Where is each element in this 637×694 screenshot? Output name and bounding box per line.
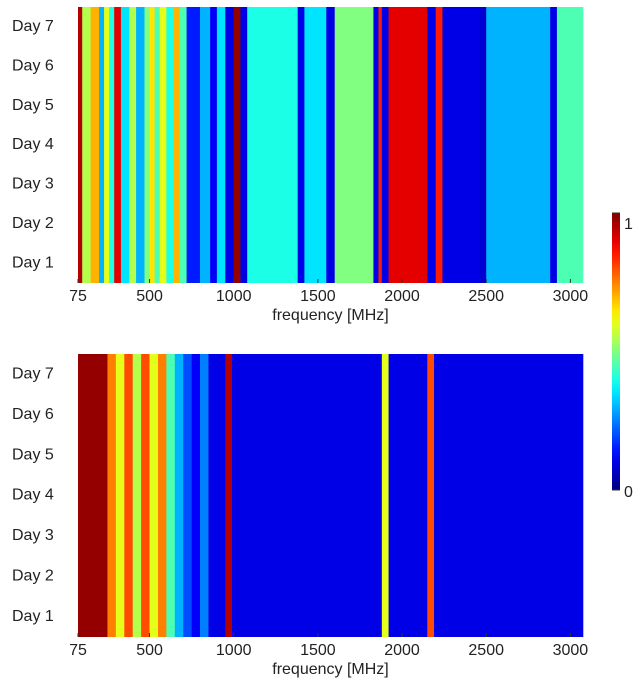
heat-cell [109, 7, 115, 283]
x-tick-label: 2000 [384, 642, 420, 659]
heat-cell [120, 7, 130, 283]
heat-cell [326, 7, 336, 283]
heat-cell [435, 7, 443, 283]
heat-cell [173, 7, 181, 283]
heat-cell [114, 7, 122, 283]
y-tick-label: Day 1 [12, 608, 54, 625]
heat-cell [304, 7, 327, 283]
y-tick-label: Day 6 [12, 57, 54, 74]
heat-cell [166, 354, 176, 637]
heat-cell [107, 354, 117, 637]
heat-cell [149, 354, 159, 637]
x-tick-label: 1500 [300, 642, 336, 659]
heat-cell [200, 7, 211, 283]
heat-cell [159, 7, 167, 283]
x-axis-label: frequency [MHz] [272, 307, 388, 324]
heat-cell [99, 7, 105, 283]
x-tick-label: 1000 [216, 642, 252, 659]
x-tick-label: 3000 [553, 288, 589, 305]
heat-cell [427, 7, 437, 283]
heat-cell [200, 354, 209, 637]
x-tick-label: 75 [69, 288, 87, 305]
y-tick-label: Day 7 [12, 18, 54, 35]
heat-cell [183, 354, 192, 637]
y-tick-label: Day 5 [12, 97, 54, 114]
heat-cell [141, 354, 150, 637]
x-tick-label: 2500 [468, 642, 504, 659]
heat-cell [334, 7, 374, 283]
heat-cell [479, 7, 487, 283]
heat-cell [388, 354, 428, 637]
y-tick-label: Day 2 [12, 215, 54, 232]
x-tick-label: 500 [136, 288, 163, 305]
heat-cell [240, 7, 248, 283]
x-tick-label: 2500 [468, 288, 504, 305]
heat-cell [247, 7, 298, 283]
heat-cell [82, 7, 91, 283]
heat-cell [157, 354, 167, 637]
y-tick-label: Day 3 [12, 527, 54, 544]
heat-cell [486, 7, 551, 283]
x-tick-label: 2000 [384, 288, 420, 305]
x-tick-label: 75 [69, 642, 87, 659]
heat-cell [233, 7, 241, 283]
heat-cell [191, 354, 201, 637]
heat-cell [297, 7, 305, 283]
heat-cell [378, 7, 383, 283]
colorbar-tick-label: 1 [624, 216, 633, 233]
heat-cell [216, 7, 226, 283]
heat-cell [381, 354, 389, 637]
heat-cell [550, 7, 558, 283]
x-tick-label: 1000 [216, 288, 252, 305]
x-tick-label: 1500 [300, 288, 336, 305]
heat-cell [132, 354, 142, 637]
y-tick-label: Day 4 [12, 136, 54, 153]
x-axis-label: frequency [MHz] [272, 661, 388, 678]
colorbar [612, 213, 620, 490]
heat-cell [154, 7, 160, 283]
y-tick-label: Day 5 [12, 446, 54, 463]
heat-cell [129, 7, 137, 283]
heat-cell [78, 354, 108, 637]
heat-cell [210, 7, 218, 283]
heat-cell [388, 7, 428, 283]
heat-cell [174, 354, 184, 637]
y-tick-label: Day 3 [12, 176, 54, 193]
heat-cell [124, 354, 134, 637]
heat-cell [225, 354, 233, 637]
y-tick-label: Day 1 [12, 255, 54, 272]
heat-cell [427, 354, 435, 637]
heat-cell [166, 7, 174, 283]
y-tick-label: Day 6 [12, 406, 54, 423]
heat-cell [144, 7, 150, 283]
heat-cell [136, 7, 145, 283]
heat-cell [186, 7, 201, 283]
heat-cell [115, 354, 125, 637]
heat-cell [225, 7, 235, 283]
heat-cell [149, 7, 155, 283]
heat-cell [434, 354, 584, 637]
y-tick-label: Day 2 [12, 568, 54, 585]
heat-cell [381, 7, 389, 283]
heat-cell [232, 354, 383, 637]
heat-cell [104, 7, 110, 283]
heat-cell [179, 7, 187, 283]
heat-cell [78, 7, 83, 283]
heat-cell [208, 354, 226, 637]
heat-cell [442, 7, 480, 283]
heat-cell [373, 7, 379, 283]
y-tick-label: Day 7 [12, 365, 54, 382]
x-tick-label: 3000 [553, 642, 589, 659]
colorbar-tick-label: 0 [624, 484, 633, 501]
heat-cell [556, 7, 584, 283]
y-tick-label: Day 4 [12, 487, 54, 504]
heat-cell [90, 7, 100, 283]
x-tick-label: 500 [136, 642, 163, 659]
